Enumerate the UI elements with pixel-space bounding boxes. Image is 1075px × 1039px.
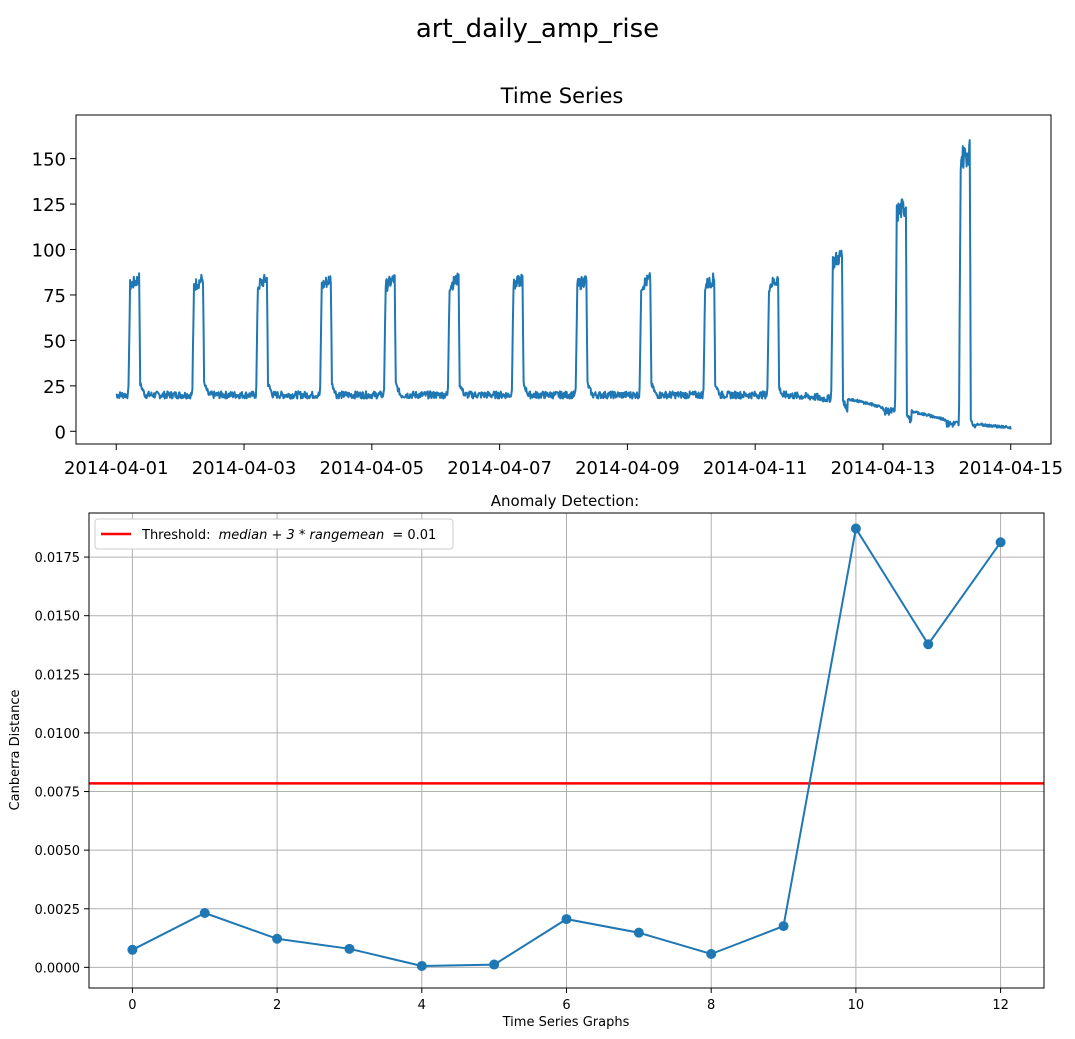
chart1-y-axis: 0 25 50 75 100 125 150 xyxy=(32,150,76,443)
distance-point xyxy=(995,537,1006,548)
chart1-x-tick-label: 2014-04-01 xyxy=(64,458,169,479)
chart1-x-tick-label: 2014-04-05 xyxy=(320,458,425,479)
chart1-x-tick-label: 2014-04-15 xyxy=(958,458,1063,479)
legend-label-text: Threshold: xyxy=(141,528,210,543)
chart1-x-tick-label: 2014-04-07 xyxy=(447,458,552,479)
anomaly-detection-chart: Anomaly Detection: 0.00000.00250.00500.0… xyxy=(8,492,1045,1030)
chart1-series-line xyxy=(115,139,1012,430)
chart2-legend: Threshold: median + 3 * rangemean = 0.01 xyxy=(94,518,454,550)
chart1-y-tick-label: 125 xyxy=(32,195,66,216)
chart2-x-axis-label: Time Series Graphs xyxy=(502,1015,630,1030)
legend-box xyxy=(94,518,454,550)
chart1-y-tick-label: 150 xyxy=(32,150,66,171)
distance-point xyxy=(561,914,572,925)
chart1-y-tick-label: 100 xyxy=(32,241,66,262)
chart2-x-tick-label: 4 xyxy=(418,998,426,1013)
chart2-y-tick-label: 0.0025 xyxy=(35,903,81,918)
chart2-plot-area xyxy=(89,523,1044,971)
chart2-y-tick-label: 0.0050 xyxy=(35,844,81,859)
chart2-y-tick-label: 0.0075 xyxy=(35,786,81,801)
chart2-y-tick-label: 0.0150 xyxy=(35,610,81,625)
chart1-x-axis: 2014-04-01 2014-04-03 2014-04-05 2014-04-07… xyxy=(64,444,1063,479)
chart2-frame xyxy=(88,512,1045,989)
chart2-x-tick-label: 0 xyxy=(128,998,136,1013)
chart1-title: Time Series xyxy=(500,84,624,108)
chart1-y-tick-label: 0 xyxy=(55,422,66,443)
legend-label-value: = 0.01 xyxy=(392,528,436,543)
distance-point xyxy=(778,921,789,932)
distance-point xyxy=(344,943,355,954)
chart1-y-tick-label: 25 xyxy=(43,377,66,398)
chart2-x-axis: 0 2 4 6 8 10 12 xyxy=(128,988,1009,1013)
chart1-x-tick-label: 2014-04-11 xyxy=(703,458,808,479)
chart1-frame xyxy=(75,114,1052,445)
chart2-grid xyxy=(89,513,1044,988)
figure-title: art_daily_amp_rise xyxy=(415,14,660,44)
distance-point xyxy=(850,523,861,534)
distance-point xyxy=(633,927,644,938)
legend-threshold-label: Threshold: median + 3 * rangemean = 0.01 xyxy=(141,528,436,543)
chart1-y-tick-label: 75 xyxy=(43,286,66,307)
chart1-x-tick-label: 2014-04-03 xyxy=(192,458,297,479)
chart2-x-tick-label: 10 xyxy=(848,998,865,1013)
chart1-plot-area xyxy=(115,139,1012,430)
distance-point xyxy=(489,959,500,970)
chart2-y-axis-label: Canberra Distance xyxy=(8,690,23,811)
distance-point xyxy=(923,639,934,650)
distance-point xyxy=(199,907,210,918)
chart2-y-tick-label: 0.0175 xyxy=(35,551,81,566)
distance-point xyxy=(706,949,717,960)
chart2-y-tick-label: 0.0000 xyxy=(35,961,81,976)
chart2-y-tick-label: 0.0100 xyxy=(35,727,81,742)
chart2-x-tick-label: 6 xyxy=(562,998,570,1013)
chart2-y-tick-label: 0.0125 xyxy=(35,668,81,683)
chart2-x-tick-label: 8 xyxy=(707,998,715,1013)
distance-point xyxy=(416,960,427,971)
chart1-y-tick-label: 50 xyxy=(43,331,66,352)
distance-point xyxy=(272,933,283,944)
chart2-y-axis: 0.0000 0.0025 0.0050 0.0075 0.0100 0.0125 0.01… xyxy=(35,551,89,976)
chart2-x-tick-label: 2 xyxy=(273,998,281,1013)
legend-label-math: median + 3 * rangemean xyxy=(219,528,385,543)
distance-point xyxy=(127,944,138,955)
chart1-x-tick-label: 2014-04-13 xyxy=(831,458,936,479)
chart1-x-tick-label: 2014-04-09 xyxy=(575,458,680,479)
chart2-title: Anomaly Detection: xyxy=(491,492,639,510)
chart2-x-tick-label: 12 xyxy=(992,998,1009,1013)
